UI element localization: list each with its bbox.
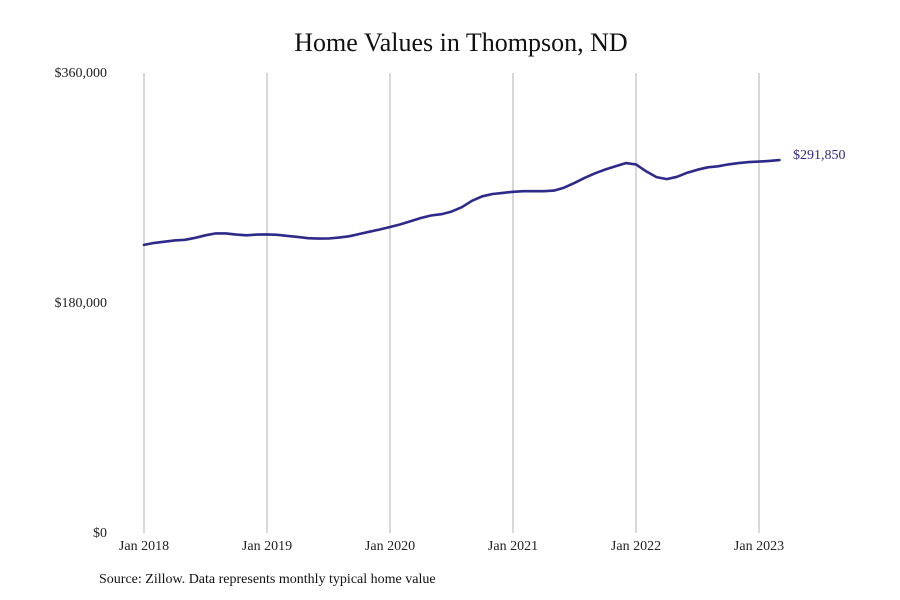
chart-title: Home Values in Thompson, ND	[294, 28, 627, 57]
y-tick-label: $0	[93, 526, 107, 541]
x-tick-label: Jan 2023	[734, 539, 784, 554]
home-value-series-line	[142, 158, 781, 247]
source-note: Source: Zillow. Data represents monthly …	[99, 572, 436, 587]
x-tick-label: Jan 2021	[488, 539, 538, 554]
y-tick-label: $360,000	[55, 66, 108, 81]
x-tick-label: Jan 2019	[242, 539, 292, 554]
y-tick-label: $180,000	[55, 296, 108, 311]
end-value-label: $291,850	[793, 148, 846, 163]
x-axis-tick-labels: Jan 2018 Jan 2019 Jan 2020 Jan 2021 Jan 2022…	[119, 539, 784, 554]
series-line-group	[142, 158, 781, 247]
grid-lines	[143, 73, 760, 533]
y-axis-tick-labels: $0 $180,000 $360,000	[55, 66, 108, 541]
x-tick-label: Jan 2020	[365, 539, 415, 554]
x-tick-label: Jan 2022	[611, 539, 661, 554]
x-tick-label: Jan 2018	[119, 539, 169, 554]
